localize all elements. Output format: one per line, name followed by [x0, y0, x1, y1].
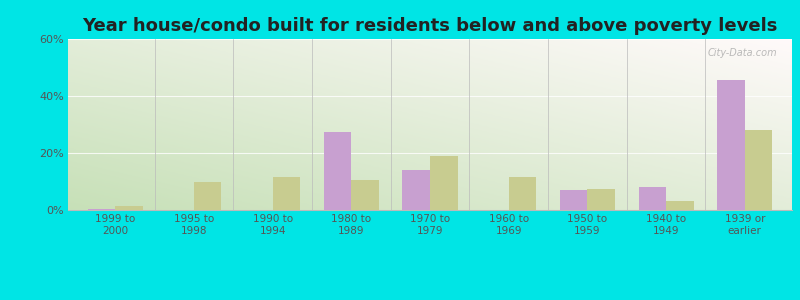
Bar — [88, 208, 115, 210]
Bar — [194, 182, 222, 210]
Bar — [560, 190, 587, 210]
Title: Year house/condo built for residents below and above poverty levels: Year house/condo built for residents bel… — [82, 17, 778, 35]
Bar — [402, 170, 430, 210]
Bar — [638, 187, 666, 210]
Bar — [273, 177, 300, 210]
Text: City-Data.com: City-Data.com — [708, 48, 778, 58]
Bar — [666, 202, 694, 210]
Bar — [351, 180, 379, 210]
Bar — [718, 80, 745, 210]
Bar — [430, 156, 458, 210]
Bar — [509, 177, 536, 210]
Bar — [587, 189, 615, 210]
Bar — [745, 130, 772, 210]
Bar — [324, 132, 351, 210]
Bar — [115, 206, 142, 210]
